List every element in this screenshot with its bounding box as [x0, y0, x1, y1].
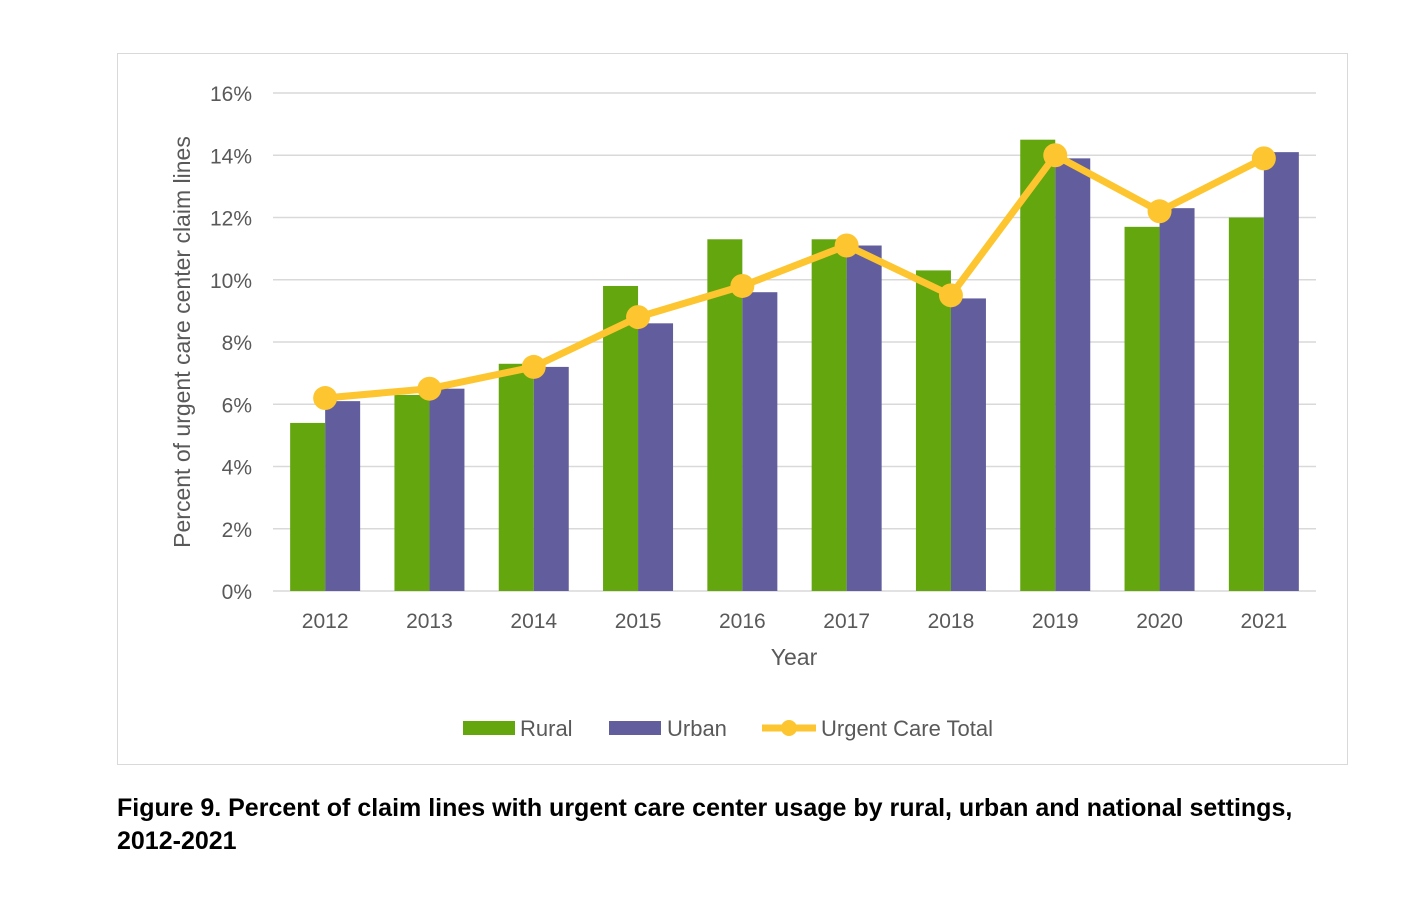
bar-urban — [638, 323, 674, 591]
figure-caption: Figure 9. Percent of claim lines with ur… — [117, 794, 1293, 855]
x-tick-label: 2021 — [1240, 610, 1287, 633]
x-tick-label: 2018 — [928, 610, 975, 633]
bar-rural — [1020, 139, 1056, 591]
bar-urban — [1159, 208, 1195, 591]
bar-rural — [603, 285, 639, 591]
legend-swatch-marker — [781, 720, 797, 736]
point-urgent-care-total — [1251, 146, 1276, 171]
x-tick-label: 2017 — [823, 610, 870, 633]
chart-frame — [117, 53, 1348, 765]
bar-rural — [394, 394, 430, 591]
x-axis-title: Year — [771, 644, 818, 670]
x-tick-label: 2012 — [302, 610, 349, 633]
bar-rural — [1124, 226, 1160, 591]
bar-rural — [811, 239, 847, 591]
point-urgent-care-total — [1147, 199, 1172, 224]
y-tick-label: 8% — [222, 332, 252, 355]
bar-urban — [533, 366, 569, 591]
point-urgent-care-total — [730, 273, 755, 298]
y-tick-label: 14% — [210, 145, 252, 168]
bar-urban — [325, 401, 361, 591]
bar-urban — [429, 388, 465, 591]
legend-swatch-rural — [463, 721, 515, 735]
y-axis-title: Percent of urgent care center claim line… — [169, 136, 195, 548]
y-tick-label: 6% — [222, 394, 252, 417]
legend-label-rural: Rural — [520, 716, 573, 741]
point-urgent-care-total — [521, 354, 546, 379]
bar-urban — [1263, 152, 1299, 591]
bar-urban — [950, 298, 986, 591]
bar-rural — [290, 422, 326, 591]
point-urgent-care-total — [313, 386, 338, 411]
y-tick-label: 4% — [222, 457, 252, 480]
bar-urban — [846, 245, 882, 591]
bar-rural — [498, 363, 534, 591]
line-urgent-care-total — [324, 151, 1266, 402]
point-urgent-care-total — [938, 283, 963, 308]
x-tick-label: 2016 — [719, 610, 766, 633]
bar-rural — [915, 270, 951, 591]
y-tick-label: 0% — [222, 581, 252, 604]
x-tick-label: 2013 — [406, 610, 453, 633]
y-tick-label: 12% — [210, 208, 252, 231]
point-urgent-care-total — [626, 305, 651, 330]
legend-label-urban: Urban — [667, 716, 727, 741]
y-tick-label: 2% — [222, 519, 252, 542]
y-tick-label: 10% — [210, 270, 252, 293]
bar-rural — [1228, 217, 1264, 591]
legend-label-urgent-care-total: Urgent Care Total — [821, 716, 993, 741]
x-tick-label: 2019 — [1032, 610, 1079, 633]
x-tick-label: 2015 — [615, 610, 662, 633]
point-urgent-care-total — [834, 233, 859, 258]
y-tick-label: 16% — [210, 83, 252, 106]
bar-urban — [742, 292, 778, 591]
point-urgent-care-total — [1043, 143, 1068, 168]
x-tick-label: 2014 — [510, 610, 557, 633]
bar-urban — [1055, 158, 1091, 592]
x-tick-label: 2020 — [1136, 610, 1183, 633]
point-urgent-care-total — [417, 376, 442, 401]
legend-swatch-urban — [609, 721, 661, 735]
